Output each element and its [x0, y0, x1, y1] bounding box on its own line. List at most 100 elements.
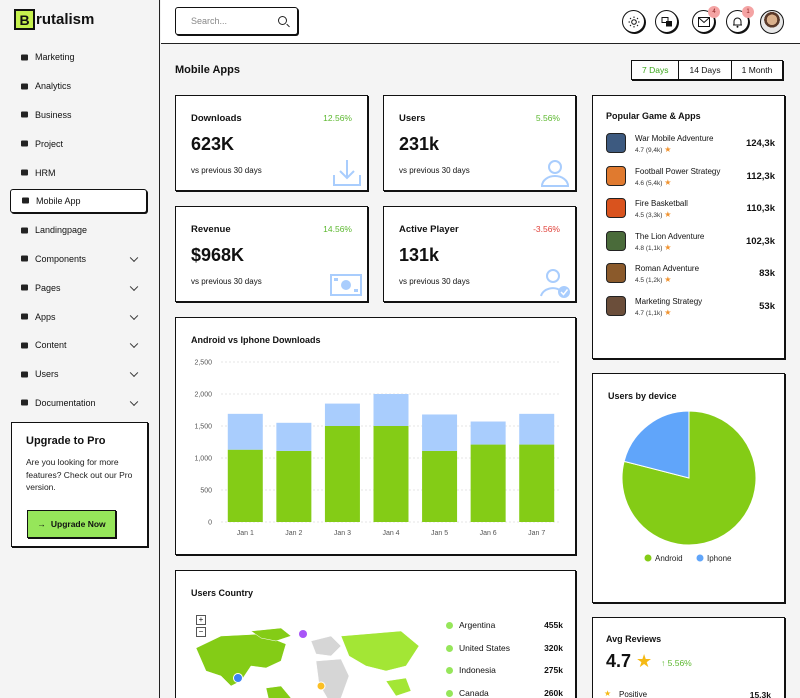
avg-review-score: 4.7 — [606, 651, 632, 671]
sidebar-item-label: Documentation — [35, 397, 96, 408]
country-row: Argentina 455k — [446, 620, 563, 640]
theme-toggle-button[interactable] — [622, 10, 645, 33]
topbar: Search... 4 1 — [161, 0, 800, 44]
app-downloads: 110,3k — [746, 203, 775, 214]
user-icon — [20, 370, 29, 379]
upgrade-card: Upgrade to Pro Are you looking for more … — [11, 422, 148, 547]
country-dot — [446, 667, 453, 674]
bar-iphone — [470, 421, 506, 445]
logo-text: rutalism — [36, 11, 95, 28]
stat-card-revenue: Revenue 14.56% $968K vs previous 30 days — [175, 206, 368, 302]
book-icon — [20, 398, 29, 407]
search-icon[interactable] — [278, 16, 287, 25]
file-icon — [20, 341, 29, 350]
star-icon: ★ — [664, 145, 672, 154]
sidebar-item-documentation[interactable]: Documentation — [10, 389, 147, 418]
popular-app-row[interactable]: Fire Basketball 4.5 (3,3k) ★ 110,3k — [606, 198, 775, 222]
zoom-out-button[interactable]: − — [196, 627, 206, 637]
sidebar-item-mobile-app[interactable]: Mobile App — [10, 188, 147, 213]
translate-button[interactable] — [655, 10, 678, 33]
money-icon — [330, 274, 362, 296]
search-input[interactable]: Search... — [175, 7, 298, 35]
brand-logo[interactable]: B rutalism — [14, 9, 94, 30]
sidebar-item-analytics[interactable]: Analytics — [10, 72, 147, 101]
map-marker[interactable] — [233, 673, 243, 683]
range-option[interactable]: 14 Days — [679, 61, 732, 79]
sidebar-item-apps[interactable]: Apps — [10, 302, 147, 331]
chevron-down-icon — [129, 253, 139, 263]
country-value: 320k — [544, 642, 563, 653]
app-thumbnail — [606, 263, 626, 283]
star-icon: ★ — [636, 651, 653, 671]
upgrade-button-label: Upgrade Now — [50, 519, 106, 529]
country-name: Argentina — [459, 620, 496, 630]
upgrade-now-button[interactable]: → Upgrade Now — [27, 510, 116, 538]
sidebar-item-label: Components — [35, 253, 87, 264]
app-downloads: 83k — [759, 268, 775, 279]
app-rating: 4.7 (1,1k) ★ — [635, 308, 671, 317]
bar-iphone — [519, 413, 555, 445]
bar-chart-icon — [20, 82, 29, 91]
country-name: Indonesia — [459, 665, 496, 675]
stat-change: 5.56% — [535, 113, 560, 123]
country-row: Indonesia 275k — [446, 665, 563, 685]
messages-button[interactable]: 4 — [692, 6, 720, 33]
user-icon — [540, 160, 570, 187]
user-avatar[interactable] — [760, 10, 784, 34]
sidebar-item-marketing[interactable]: Marketing — [10, 43, 147, 72]
upgrade-text: Are you looking for more features? Check… — [26, 457, 133, 492]
sidebar-item-pages[interactable]: Pages — [10, 273, 147, 302]
popular-app-row[interactable]: The Lion Adventure 4.8 (1,1k) ★ 102,3k — [606, 230, 775, 255]
sidebar-item-business[interactable]: Business — [10, 101, 147, 130]
sidebar-item-label: Mobile App — [36, 195, 81, 206]
notifications-button[interactable]: 1 — [726, 6, 754, 33]
sidebar-item-hrm[interactable]: HRM — [10, 158, 147, 187]
app-downloads: 124,3k — [745, 138, 775, 149]
y-tick-label: 2,500 — [194, 360, 212, 367]
app-rating: 4.8 (1,1k) ★ — [635, 243, 671, 252]
sidebar: B rutalism Marketing Analytics Business Pro… — [0, 0, 160, 698]
stat-card-users: Users 5.56% 231k vs previous 30 days — [383, 95, 576, 191]
popular-app-row[interactable]: Roman Adventure 4.5 (1,2k) ★ 83k — [606, 263, 775, 287]
sidebar-item-components[interactable]: Components — [10, 245, 147, 274]
range-option[interactable]: 7 Days — [632, 61, 680, 79]
stat-title: Active Player — [399, 224, 459, 235]
stat-subtext: vs previous 30 days — [191, 277, 262, 286]
sun-icon — [628, 16, 639, 27]
sidebar-item-project[interactable]: Project — [10, 129, 147, 158]
zoom-in-button[interactable]: + — [196, 615, 206, 625]
bell-badge: 1 — [742, 6, 754, 18]
app-rating-text: 4.7 (1,1k) — [635, 309, 663, 317]
sidebar-item-content[interactable]: Content — [10, 331, 147, 360]
map-marker[interactable] — [299, 630, 307, 638]
review-change: ↑ 5.56% — [661, 658, 692, 668]
stat-title: Revenue — [191, 224, 231, 235]
popular-app-row[interactable]: War Mobile Adventure 4.7 (9,4k) ★ 124,3k — [606, 133, 775, 157]
app-thumbnail — [606, 198, 626, 218]
stat-subtext: vs previous 30 days — [399, 277, 470, 286]
bar-android — [470, 444, 506, 522]
popular-app-row[interactable]: Marketing Strategy 4.7 (1,1k) ★ 53k — [606, 295, 775, 320]
android-legend-icon — [644, 554, 652, 562]
bar-android — [276, 450, 312, 522]
users-by-device-title: Users by device — [608, 391, 677, 401]
sidebar-item-users[interactable]: Users — [10, 360, 147, 389]
sidebar-item-label: Users — [35, 369, 59, 380]
country-dot — [446, 644, 453, 652]
users-country-card: Users Country + − Argentina 455k United St… — [175, 570, 576, 698]
popular-app-row[interactable]: Football Power Strategy 4.6 (5,4k) ★ 112,3… — [606, 165, 775, 190]
search-placeholder: Search... — [191, 16, 228, 26]
x-tick-label: Jan 3 — [334, 530, 351, 537]
bar-android — [422, 450, 458, 522]
y-tick-label: 2,000 — [194, 392, 212, 399]
sidebar-nav: Marketing Analytics Business Project HRM Mobi… — [10, 43, 147, 417]
app-thumbnail — [606, 295, 626, 316]
chevron-down-icon — [129, 397, 139, 406]
sidebar-item-label: Pages — [35, 282, 61, 293]
sidebar-item-landingpage[interactable]: Landingpage — [10, 216, 147, 245]
range-option[interactable]: 1 Month — [741, 65, 773, 75]
country-row: Canada 260k — [446, 688, 563, 698]
map-marker[interactable] — [316, 681, 326, 691]
downloads-bar-chart: 0 500 1,000 1,500 2,000 2,500 Jan 1 Jan 2 Jan 3 J… — [194, 360, 561, 537]
star-icon: ★ — [604, 689, 612, 698]
